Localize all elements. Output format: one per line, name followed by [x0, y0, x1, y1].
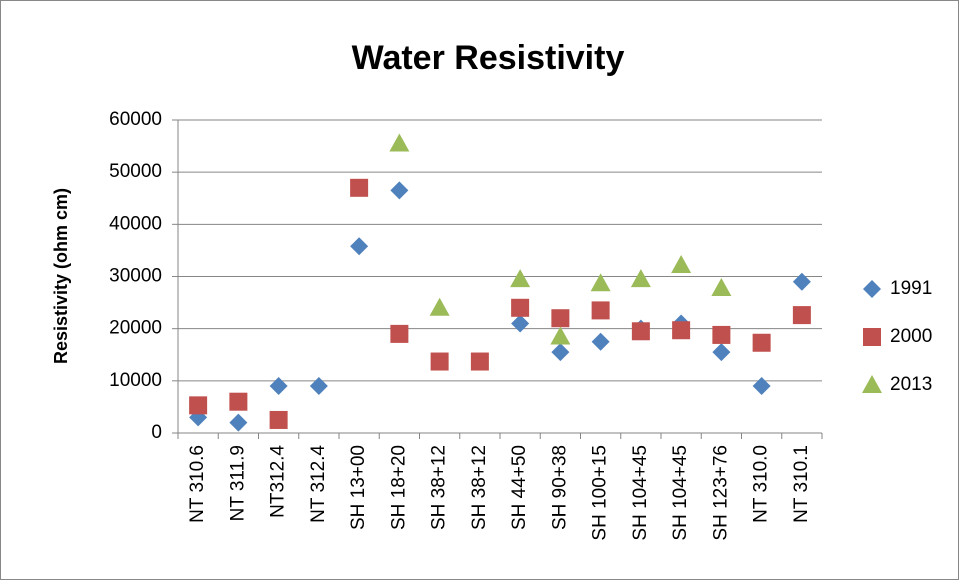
data-point — [350, 178, 369, 197]
legend-marker — [863, 328, 881, 346]
data-point — [712, 343, 731, 362]
data-point — [229, 413, 248, 432]
data-point — [429, 297, 450, 316]
y-tick-label: 50000 — [109, 161, 162, 182]
y-tick-label: 20000 — [109, 318, 162, 339]
data-point — [511, 298, 530, 317]
x-tick-label: SH 13+00 — [348, 445, 369, 530]
y-tick-label: 30000 — [109, 266, 162, 287]
data-point — [672, 321, 691, 340]
y-axis-title: Resistivity (ohm cm) — [51, 188, 71, 364]
data-point — [711, 277, 732, 296]
legend-label: 2000 — [890, 326, 932, 347]
data-point — [430, 352, 449, 371]
x-tick-label: SH 38+12 — [429, 445, 450, 530]
data-point — [550, 326, 571, 345]
x-tick-label: SH 90+38 — [549, 445, 570, 530]
data-point — [390, 181, 409, 200]
y-tick-label: 60000 — [109, 109, 162, 130]
data-point — [269, 377, 288, 396]
chart-title: Water Resistivity — [352, 39, 625, 77]
x-tick-label: NT 312.4 — [308, 445, 329, 523]
data-point — [792, 306, 811, 325]
data-point — [189, 396, 208, 415]
data-point — [229, 392, 248, 411]
data-point — [631, 322, 650, 341]
data-point — [510, 269, 531, 288]
data-point — [752, 377, 771, 396]
x-tick-label: NT 311.9 — [227, 445, 248, 521]
data-point — [551, 309, 570, 328]
y-tick-label: 40000 — [109, 213, 162, 234]
y-tick-label: 10000 — [109, 370, 162, 391]
x-tick-label: NT 310.6 — [187, 445, 208, 523]
data-point — [590, 273, 611, 292]
data-point — [269, 410, 288, 429]
x-tick-label: SH 18+20 — [388, 445, 409, 530]
data-point — [470, 352, 489, 371]
x-tick-label: SH 100+15 — [590, 445, 611, 541]
x-tick-label: SH 104+45 — [630, 445, 651, 541]
legend-marker — [863, 280, 881, 298]
x-tick-label: SH 123+76 — [710, 445, 731, 541]
legend-label: 1991 — [890, 278, 932, 299]
x-tick-label: SH 38+12 — [469, 445, 490, 530]
data-point — [792, 272, 811, 291]
data-point — [389, 133, 410, 152]
data-point — [752, 333, 771, 352]
data-point — [350, 237, 369, 256]
data-point — [630, 269, 651, 288]
data-point — [591, 332, 610, 351]
x-tick-label: NT 310.0 — [751, 445, 772, 523]
legend-label: 2013 — [890, 374, 932, 395]
data-point — [511, 314, 530, 333]
data-point — [671, 255, 692, 274]
y-tick-label: 0 — [151, 422, 162, 443]
x-tick-label: NT312.4 — [268, 445, 289, 518]
data-point — [712, 325, 731, 344]
data-point — [551, 343, 570, 362]
data-point — [591, 301, 610, 320]
x-tick-label: SH 104+45 — [670, 445, 691, 541]
x-tick-label: NT 310.1 — [791, 445, 812, 523]
data-point — [390, 324, 409, 343]
legend-marker — [862, 375, 882, 393]
x-tick-label: SH 44+50 — [509, 445, 530, 530]
data-point — [309, 377, 328, 396]
